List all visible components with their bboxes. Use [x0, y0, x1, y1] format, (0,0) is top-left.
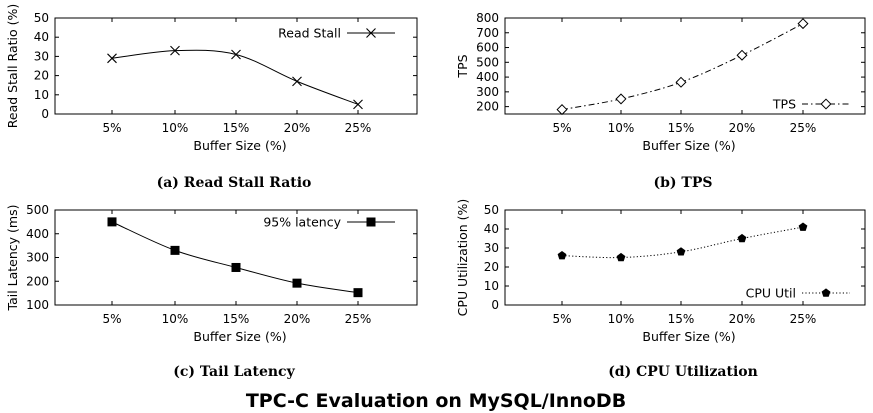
series-line [111, 221, 359, 294]
y-tick-label: 400 [476, 70, 499, 84]
y-axis-label: Read Stall Ratio (%) [5, 4, 20, 129]
x-axis-label: Buffer Size (%) [193, 138, 286, 153]
y-tick-label: 10 [34, 88, 49, 102]
y-tick-label: 40 [484, 222, 499, 236]
y-axis-label: Tail Latency (ms) [5, 205, 20, 312]
data-point [797, 18, 809, 30]
x-tick-label: 5% [552, 121, 571, 135]
y-tick-label: 300 [476, 85, 499, 99]
data-point [231, 49, 241, 60]
x-tick-label: 20% [284, 312, 311, 326]
data-point [556, 104, 568, 116]
y-tick-label: 40 [34, 30, 49, 44]
x-tick-label: 15% [668, 121, 695, 135]
data-point [292, 278, 302, 288]
data-point [737, 233, 747, 243]
x-axis-label: Buffer Size (%) [642, 329, 735, 344]
data-point [798, 222, 808, 231]
y-tick-label: 800 [476, 11, 499, 25]
chart-caption: (b) TPS [654, 175, 713, 191]
y-tick-label: 0 [41, 107, 49, 121]
series-line [561, 23, 804, 111]
x-tick-label: 10% [162, 312, 189, 326]
y-axis-label: CPU Utilization (%) [455, 199, 470, 317]
x-tick-label: 25% [790, 312, 817, 326]
data-point [107, 53, 117, 64]
y-tick-label: 30 [34, 49, 49, 63]
x-tick-label: 25% [345, 121, 372, 135]
y-tick-label: 200 [476, 100, 499, 114]
legend-marker [366, 28, 376, 38]
data-point [736, 49, 748, 61]
data-point [292, 76, 302, 87]
x-tick-label: 5% [102, 121, 121, 135]
y-tick-label: 50 [34, 11, 49, 25]
y-tick-label: 100 [26, 298, 49, 312]
data-point [231, 262, 241, 272]
data-point [675, 76, 687, 88]
legend-label: CPU Util [746, 286, 796, 301]
legend-label: 95% latency [263, 215, 341, 230]
x-tick-label: 10% [608, 312, 635, 326]
legend-marker [366, 217, 376, 227]
y-tick-label: 50 [484, 203, 499, 217]
series-line [111, 49, 359, 105]
legend-label: Read Stall [278, 26, 341, 41]
x-tick-label: 10% [162, 121, 189, 135]
y-tick-label: 30 [484, 241, 499, 255]
y-tick-label: 20 [34, 69, 49, 83]
legend-label: TPS [772, 97, 796, 112]
y-tick-label: 700 [476, 26, 499, 40]
x-tick-label: 15% [668, 312, 695, 326]
x-tick-label: 5% [102, 312, 121, 326]
data-point [353, 288, 363, 298]
plot-frame [54, 17, 418, 115]
x-tick-label: 20% [284, 121, 311, 135]
x-tick-label: 25% [345, 312, 372, 326]
y-tick-label: 500 [26, 203, 49, 217]
y-tick-label: 600 [476, 41, 499, 55]
chart-panel-3: 100 200 300 400 500 5% 10% 15% 20% 25% Buffer Size… [5, 203, 418, 380]
x-tick-label: 10% [608, 121, 635, 135]
x-tick-label: 15% [223, 121, 250, 135]
y-tick-label: 500 [476, 55, 499, 69]
y-tick-label: 300 [26, 251, 49, 265]
y-axis-label: TPS [455, 54, 470, 78]
data-point [353, 99, 363, 110]
y-tick-label: 20 [484, 260, 499, 274]
data-point [557, 251, 567, 260]
y-tick-label: 0 [491, 298, 499, 312]
x-axis-label: Buffer Size (%) [193, 329, 286, 344]
chart-panel-4: 0 10 20 30 40 50 5% 10% 15% 20% 25% Buffer Size (%)… [455, 199, 866, 380]
data-point [616, 252, 626, 262]
y-tick-label: 10 [484, 279, 499, 293]
data-point [615, 93, 627, 105]
x-tick-label: 20% [729, 312, 756, 326]
plot-frame [504, 209, 866, 306]
x-tick-label: 20% [729, 121, 756, 135]
data-point [107, 217, 117, 227]
plot-frame [504, 17, 866, 115]
x-tick-label: 25% [790, 121, 817, 135]
y-tick-label: 400 [26, 227, 49, 241]
data-point [676, 247, 686, 256]
chart-caption: (c) Tail Latency [173, 364, 295, 380]
figure-title: TPC-C Evaluation on MySQL/InnoDB [246, 390, 626, 412]
x-axis-label: Buffer Size (%) [642, 138, 735, 153]
chart-caption: (a) Read Stall Ratio [157, 175, 312, 191]
legend-marker [820, 98, 832, 110]
x-tick-label: 15% [223, 312, 250, 326]
y-tick-label: 200 [26, 274, 49, 288]
data-point [170, 45, 180, 56]
x-tick-label: 5% [552, 312, 571, 326]
chart-caption: (d) CPU Utilization [608, 364, 758, 380]
legend-marker [821, 288, 831, 297]
data-point [170, 245, 180, 255]
chart-panel-1: 0 10 20 30 40 50 5% 10% 15% 20% 25% Buffer Size (%)… [5, 4, 418, 191]
